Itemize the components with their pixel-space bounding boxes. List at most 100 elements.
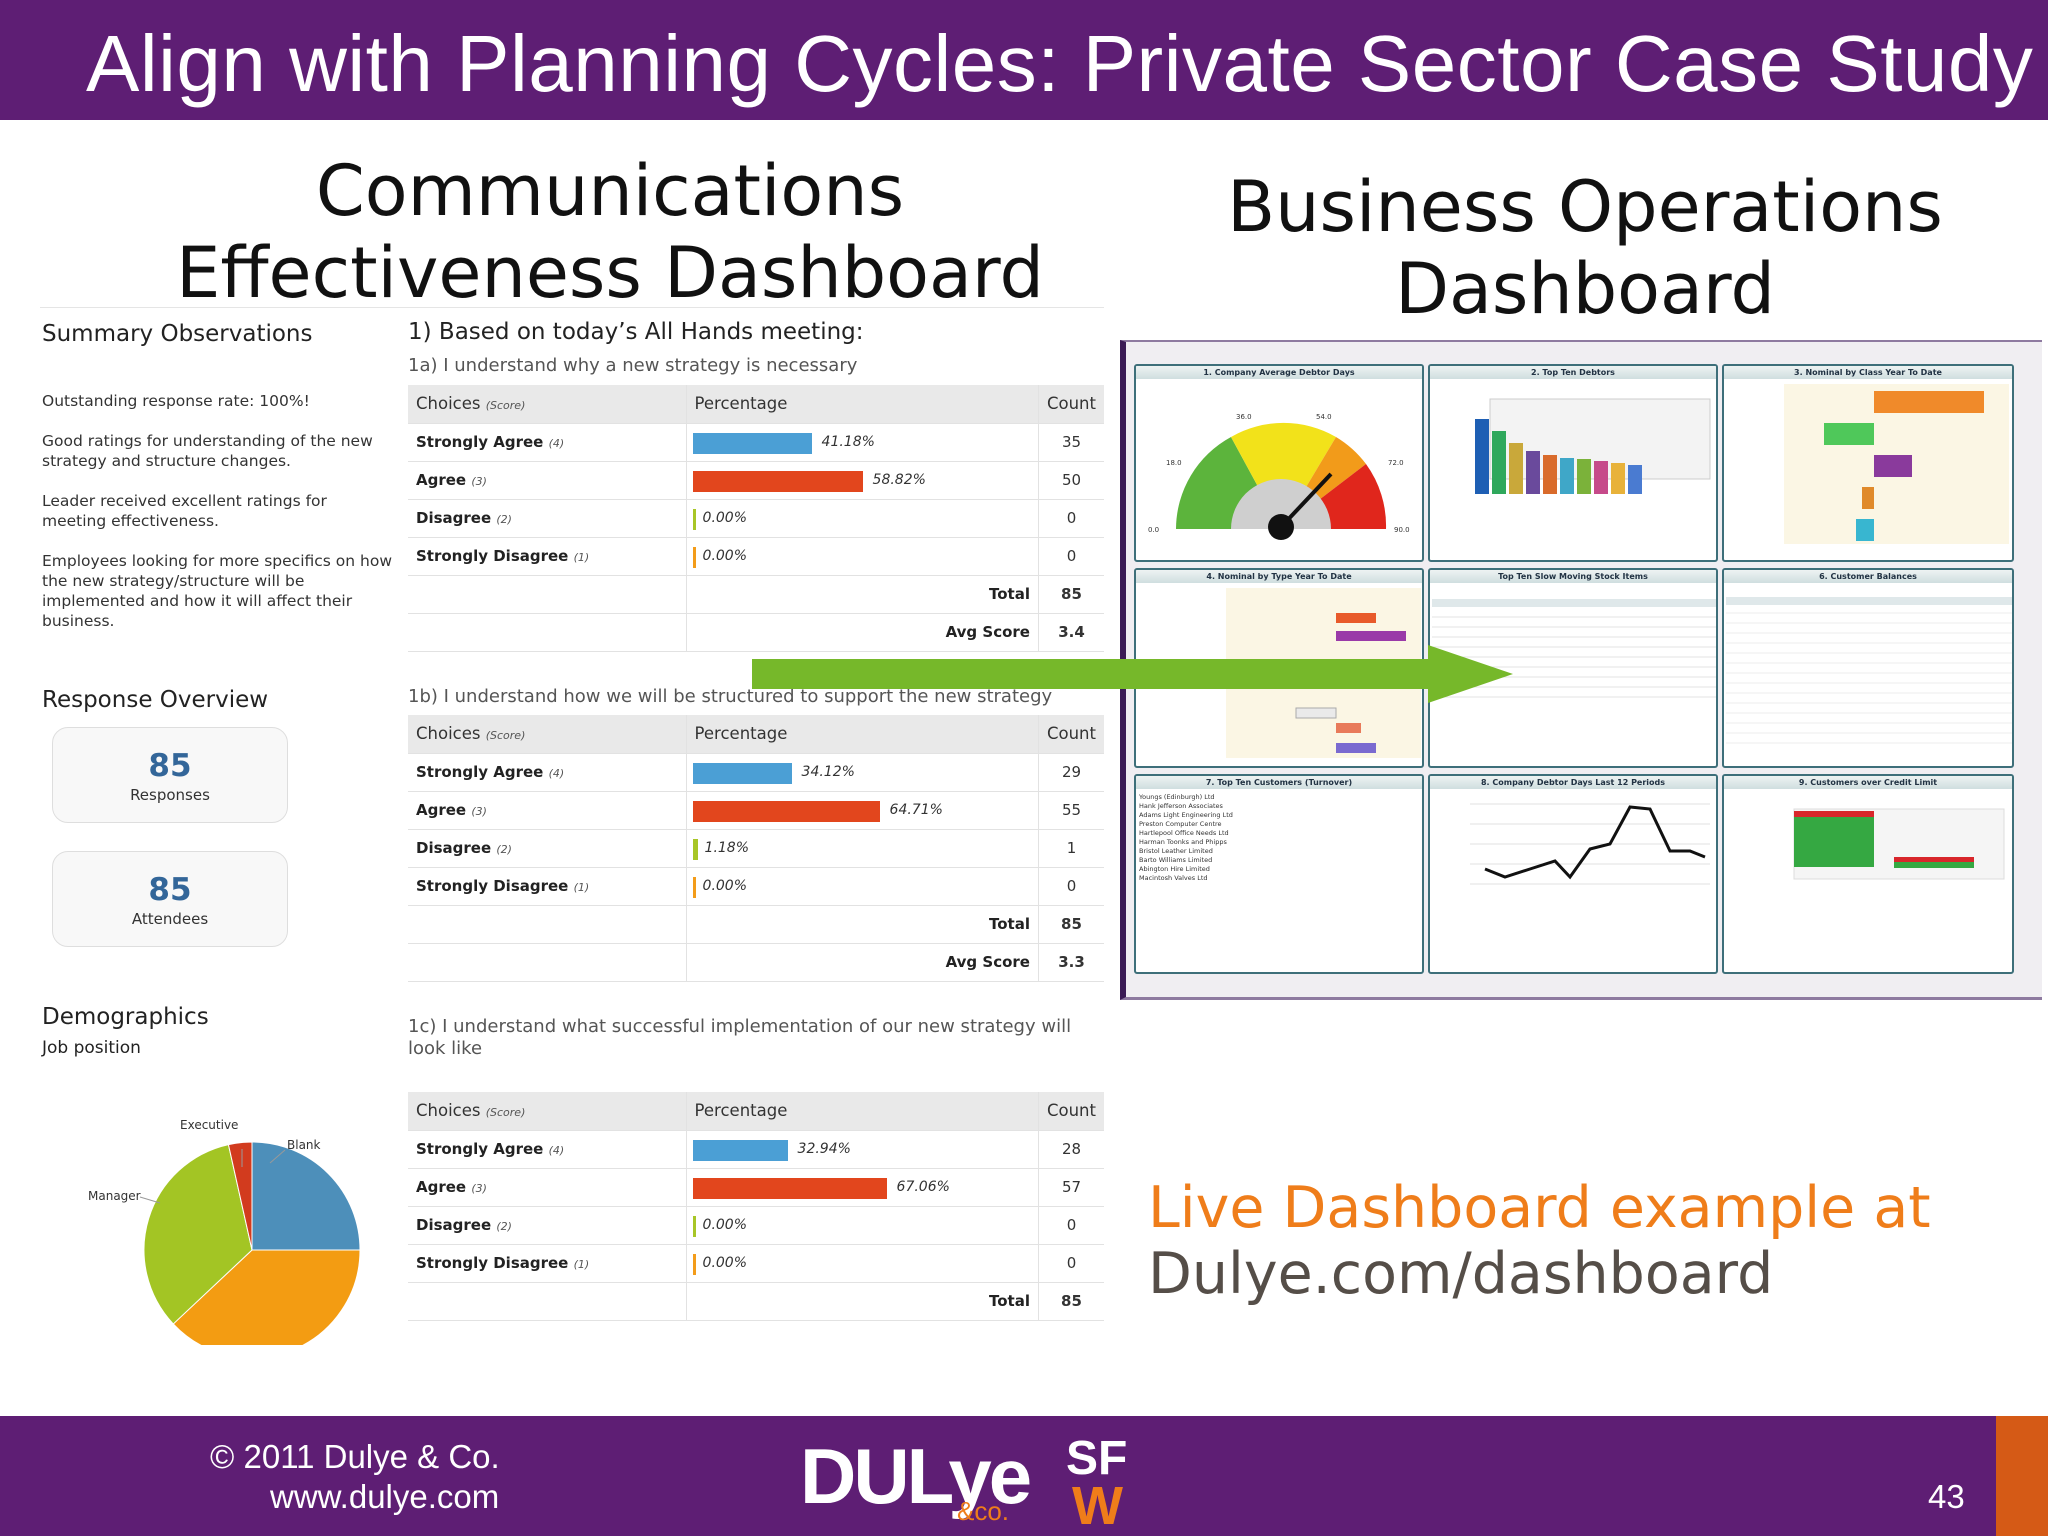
- credit-limit-chart: [1793, 808, 2005, 880]
- col-percentage: Percentage: [685, 1092, 1039, 1131]
- col-count: Count: [1038, 385, 1104, 424]
- list-item: Abington Hire Limited: [1139, 865, 1210, 873]
- tile-debtor-days-gauge: 1. Company Average Debtor Days 18.0 36.0…: [1134, 364, 1424, 562]
- business-dashboard-screenshot: 1. Company Average Debtor Days 18.0 36.0…: [1120, 340, 2042, 1000]
- table-row: Agree (3) 58.82% 50: [408, 461, 1104, 500]
- attendees-card: 85 Attendees: [52, 851, 288, 947]
- bar-agree: [692, 470, 863, 492]
- tile-customer-balances: 6. Customer Balances: [1722, 568, 2014, 768]
- svg-text:18.0: 18.0: [1166, 459, 1182, 467]
- comm-dashboard-screenshot: Summary Observations Outstanding respons…: [40, 305, 1104, 1345]
- gauge-chart: 18.0 36.0 54.0 72.0 0.0 90.0: [1148, 413, 1410, 540]
- bar-disagree: [692, 838, 698, 860]
- attendees-label: Attendees: [131, 910, 209, 928]
- question-1b: 1b) I understand how we will be structur…: [408, 686, 1053, 707]
- col-choices: Choices (Score): [408, 385, 687, 424]
- live-dashboard-link[interactable]: Dulye.com/dashboard: [1148, 1241, 1774, 1307]
- list-item: Macintosh Valves Ltd: [1139, 874, 1208, 882]
- attendees-value: 85: [148, 872, 192, 908]
- balances-table: [1726, 597, 2012, 744]
- observation-1: Outstanding response rate: 100%!: [42, 392, 310, 410]
- table-row: Strongly Disagree (1) 0.00% 0: [408, 1244, 1104, 1283]
- table-1c: Choices (Score) Percentage Count Strongl…: [408, 1092, 1104, 1321]
- comm-dashboard-heading: Communications Effectiveness Dashboard: [176, 150, 1044, 314]
- list-item: Harman Toonks and Phipps: [1139, 838, 1227, 846]
- bar-strongly-disagree: [692, 876, 696, 898]
- col-percentage: Percentage: [685, 715, 1039, 754]
- debtors-bar-chart: [1475, 398, 1711, 494]
- table-1b: Choices (Score) Percentage Count Strongl…: [408, 715, 1104, 982]
- observation-2: Good ratings for understanding of the ne…: [42, 432, 373, 470]
- svg-text:90.0: 90.0: [1394, 526, 1410, 534]
- table-header: Choices (Score) Percentage Count: [408, 385, 1104, 424]
- observation-4: Employees looking for more specifics on …: [42, 552, 393, 630]
- col-choices: Choices (Score): [408, 1092, 687, 1131]
- summary-heading: Summary Observations: [42, 321, 313, 347]
- list-item: Youngs (Edinburgh) Ltd: [1139, 793, 1215, 801]
- svg-text:0.0: 0.0: [1148, 526, 1159, 534]
- pie-label-blank: Blank: [287, 1138, 321, 1152]
- col-percentage: Percentage: [685, 385, 1039, 424]
- bar-strongly-agree: [692, 1139, 788, 1161]
- nominal-class-chart: [1784, 384, 2009, 544]
- bar-disagree: [692, 508, 696, 530]
- pie-slice-2: [143, 1144, 253, 1325]
- bar-agree: [692, 1177, 887, 1199]
- debtor-days-line-chart: [1470, 803, 1710, 885]
- table-row: Strongly Disagree (1) 0.00% 0: [408, 867, 1104, 906]
- svg-text:72.0: 72.0: [1388, 459, 1404, 467]
- responses-card: 85 Responses: [52, 727, 288, 823]
- table-row: Disagree (2) 0.00% 0: [408, 1206, 1104, 1245]
- pie-leader-manager: [139, 1196, 161, 1204]
- website-text: www.dulye.com: [270, 1478, 500, 1515]
- live-dashboard-text: Live Dashboard example at: [1148, 1175, 1931, 1241]
- svg-text:36.0: 36.0: [1236, 413, 1252, 421]
- footer-bar: © 2011 Dulye & Co. www.dulye.com DULye &…: [0, 1416, 2048, 1536]
- question-1c: 1c) I understand what successful impleme…: [408, 1016, 1072, 1059]
- svg-text:54.0: 54.0: [1316, 413, 1332, 421]
- tile-customers-over-credit: 9. Customers over Credit Limit: [1722, 774, 2014, 974]
- pie-label-executive: Executive: [180, 1118, 238, 1132]
- col-count: Count: [1038, 715, 1104, 754]
- observation-3: Leader received excellent ratings for me…: [42, 492, 327, 530]
- page-number: 43: [1928, 1478, 1965, 1515]
- dulye-co-logo: &co.: [957, 1496, 1010, 1526]
- pie-slice-3: [227, 1141, 253, 1251]
- job-position-label: Job position: [42, 1038, 141, 1058]
- col-choices: Choices (Score): [408, 715, 687, 754]
- pie-leader-blank: [269, 1149, 286, 1164]
- col-count: Count: [1038, 1092, 1104, 1131]
- tile-nominal-by-class: 3. Nominal by Class Year To Date: [1722, 364, 2014, 562]
- total-row: Total 85: [408, 1282, 1104, 1321]
- svg-text:W: W: [1072, 1476, 1123, 1530]
- responses-value: 85: [148, 748, 192, 784]
- list-item: Adams Light Engineering Ltd: [1139, 811, 1233, 819]
- bar-strongly-disagree: [692, 1253, 696, 1275]
- footer-accent: [1996, 1416, 2048, 1536]
- dulye-logo: DULye: [800, 1432, 1032, 1520]
- bar-strongly-agree: [692, 762, 792, 784]
- table-row: Strongly Agree (4) 34.12% 29: [408, 753, 1104, 792]
- total-row: Total 85: [408, 905, 1104, 944]
- list-item: Preston Computer Centre: [1139, 820, 1222, 828]
- response-overview-heading: Response Overview: [42, 687, 269, 713]
- table-row: Agree (3) 67.06% 57: [408, 1168, 1104, 1207]
- svg-text:SF: SF: [1066, 1432, 1127, 1485]
- job-position-pie-chart: Executive Blank Manager: [88, 1118, 361, 1345]
- divider: [40, 307, 1104, 308]
- bar-agree: [692, 800, 880, 822]
- sfw-logo: SF W: [1066, 1432, 1127, 1530]
- tile-top-ten-customers: 7. Top Ten Customers (Turnover) Youngs (…: [1134, 774, 1424, 974]
- list-item: Hank Jefferson Associates: [1139, 802, 1223, 810]
- bar-disagree: [692, 1215, 696, 1237]
- slide-title: Align with Planning Cycles: Private Sect…: [86, 19, 2034, 108]
- table-1a: Choices (Score) Percentage Count Strongl…: [408, 385, 1104, 652]
- table-row: Strongly Disagree (1) 0.00% 0: [408, 537, 1104, 576]
- demographics-heading: Demographics: [42, 1004, 209, 1030]
- table-row: Disagree (2) 1.18% 1: [408, 829, 1104, 868]
- avg-row: Avg Score 3.3: [408, 943, 1104, 982]
- table-row: Strongly Agree (4) 41.18% 35: [408, 423, 1104, 462]
- responses-label: Responses: [130, 786, 210, 804]
- title-bar: Align with Planning Cycles: Private Sect…: [0, 0, 2048, 120]
- question-1a: 1a) I understand why a new strategy is n…: [408, 355, 858, 376]
